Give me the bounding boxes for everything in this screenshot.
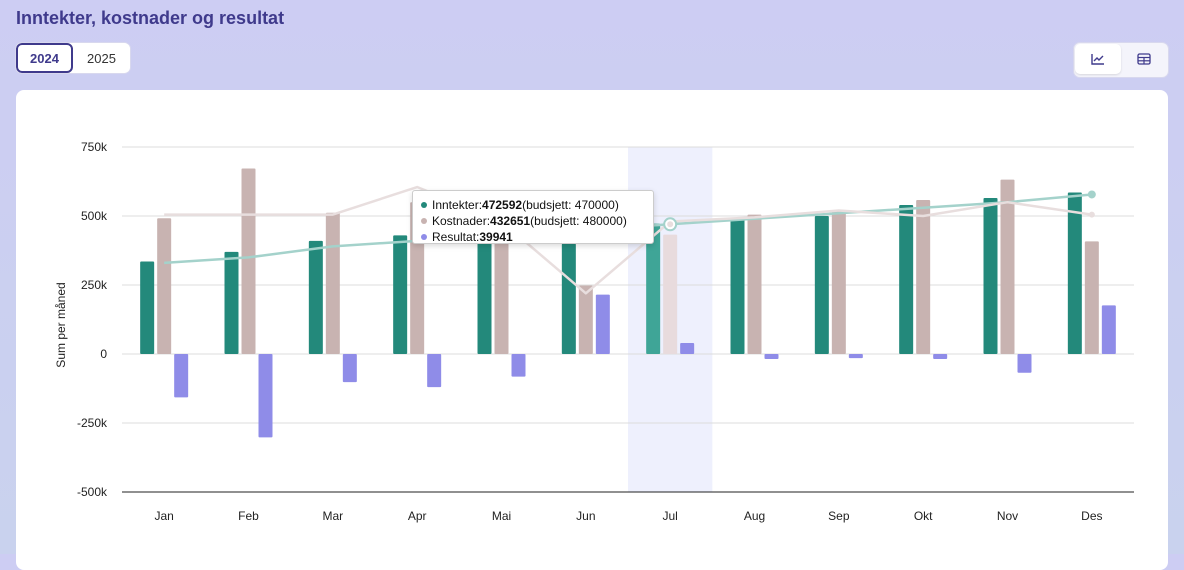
tooltip-income-budget: (budsjett: 470000) xyxy=(522,198,619,212)
tooltip-income-row: Inntekter: 472592 (budsjett: 470000) xyxy=(421,197,653,213)
view-toggle xyxy=(1074,43,1168,77)
bar-cost xyxy=(1084,241,1099,354)
x-tick-label: Okt xyxy=(914,509,933,523)
x-tick-label: Sep xyxy=(828,509,850,523)
bar-result xyxy=(174,354,189,398)
cost-budget-line-end-point xyxy=(1088,211,1095,218)
bar-cost xyxy=(747,214,762,354)
bar-income xyxy=(730,219,745,354)
x-tick-label: Jan xyxy=(154,509,173,523)
bar-income xyxy=(393,235,408,354)
income-dot-icon xyxy=(421,202,427,208)
tooltip-income-label: Inntekter: xyxy=(432,198,483,212)
bar-cost xyxy=(1000,179,1015,354)
x-tick-label: Feb xyxy=(238,509,259,523)
y-tick-label: 500k xyxy=(81,209,108,223)
y-tick-label: 250k xyxy=(81,278,108,292)
cost-dot-icon xyxy=(421,218,427,224)
bar-result xyxy=(1101,305,1116,354)
y-tick-label: 0 xyxy=(100,347,107,361)
y-tick-label: -500k xyxy=(77,485,108,499)
tooltip-cost-budget: (budsjett: 480000) xyxy=(530,214,627,228)
bar-result xyxy=(342,354,357,383)
x-tick-label: Mai xyxy=(492,509,511,523)
bar-income xyxy=(983,198,998,354)
x-tick-label: Apr xyxy=(408,509,427,523)
tooltip-result-label: Resultat: xyxy=(432,230,480,244)
bar-income xyxy=(814,216,829,354)
bar-result xyxy=(680,342,695,354)
x-tick-label: Jun xyxy=(576,509,595,523)
tooltip-income-value: 472592 xyxy=(482,198,523,212)
bar-result xyxy=(764,354,779,359)
income-budget-line-end-point xyxy=(1087,190,1096,199)
result-dot-icon xyxy=(421,234,427,240)
bar-result xyxy=(1017,354,1032,373)
page-title: Inntekter, kostnader og resultat xyxy=(16,8,285,28)
x-tick-label: Jul xyxy=(662,509,677,523)
bar-income xyxy=(1067,192,1082,354)
bar-income xyxy=(899,204,914,354)
bar-result xyxy=(933,354,948,359)
bar-income xyxy=(561,243,576,354)
x-tick-label: Aug xyxy=(744,509,765,523)
bar-result xyxy=(511,354,526,377)
y-axis-label: Sum per måned xyxy=(54,282,68,367)
bar-cost xyxy=(494,210,509,354)
y-tick-label: -250k xyxy=(77,416,108,430)
bar-result xyxy=(427,354,442,388)
cost-budget-line xyxy=(164,185,1093,295)
bar-result xyxy=(595,294,610,354)
bar-income xyxy=(224,251,239,354)
bar-cost xyxy=(157,218,172,354)
bar-cost xyxy=(831,211,846,354)
tooltip-cost-value: 432651 xyxy=(490,214,531,228)
bar-income xyxy=(646,223,661,354)
bar-cost xyxy=(241,168,256,354)
tooltip-result-row: Resultat: 39941 xyxy=(421,229,653,245)
year-2024-button[interactable]: 2024 xyxy=(16,43,73,73)
active-point-inner xyxy=(667,221,674,228)
tooltip-cost-row: Kostnader: 432651 (budsjett: 480000) xyxy=(421,213,653,229)
bar-result xyxy=(848,354,863,359)
tooltip: Inntekter: 472592 (budsjett: 470000) Kos… xyxy=(412,190,654,244)
bar-income xyxy=(477,232,492,354)
year-toggle: 2024 2025 xyxy=(16,43,130,73)
bar-cost xyxy=(325,212,340,354)
bar-income xyxy=(140,261,155,354)
table-view-button[interactable] xyxy=(1121,44,1167,74)
bar-cost xyxy=(663,234,678,354)
y-tick-label: 750k xyxy=(81,140,108,154)
x-tick-label: Des xyxy=(1081,509,1102,523)
x-tick-label: Nov xyxy=(997,509,1018,523)
x-tick-label: Mar xyxy=(322,509,343,523)
year-2025-button[interactable]: 2025 xyxy=(73,43,130,73)
bar-income xyxy=(308,240,323,354)
chart-icon xyxy=(1091,54,1104,65)
chart-view-button[interactable] xyxy=(1075,44,1121,74)
chart: 750k 500k 250k 0 -250k -500k Jan Feb Mar Apr Mai Ju… xyxy=(54,140,1134,523)
bar-result xyxy=(258,354,273,438)
chart-card: 750k 500k 250k 0 -250k -500k Jan Feb Mar Apr Mai Ju… xyxy=(16,90,1168,570)
tooltip-result-value: 39941 xyxy=(479,230,513,244)
tooltip-cost-label: Kostnader: xyxy=(432,214,491,228)
bar-cost xyxy=(578,285,593,354)
bar-cost xyxy=(916,199,931,354)
table-icon xyxy=(1137,53,1151,65)
